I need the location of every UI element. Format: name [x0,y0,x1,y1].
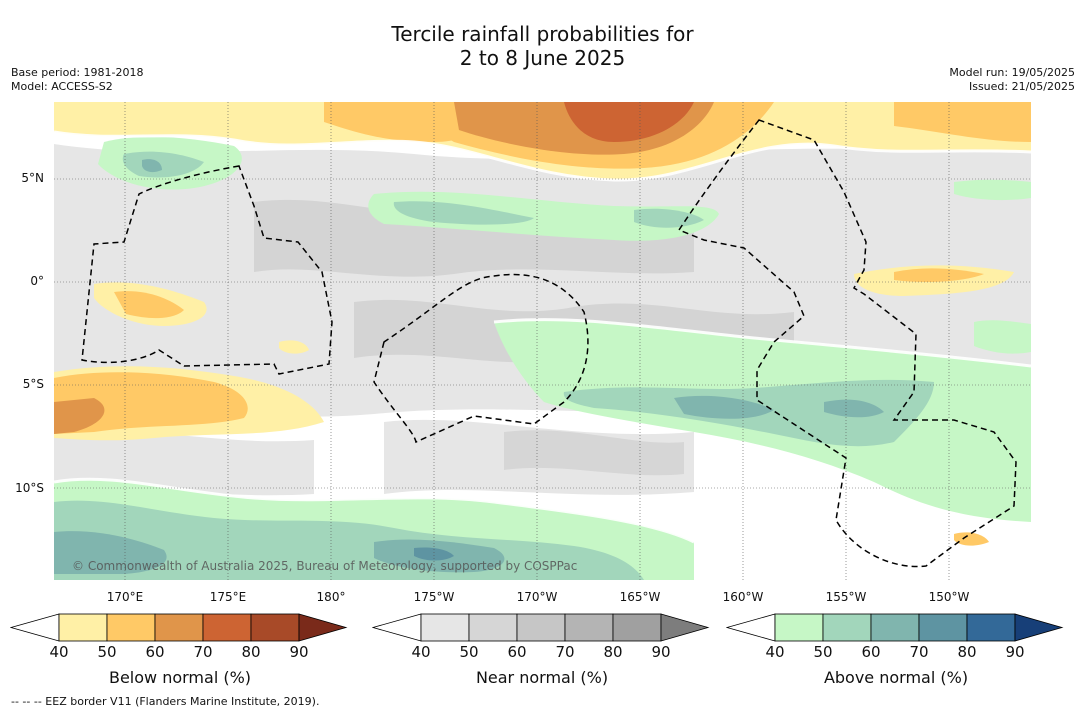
colorbar-swatch [202,613,252,642]
colorbar-swatch [564,613,614,642]
contour-edges [54,130,1031,544]
base-period: Base period: 1981-2018 [11,66,144,79]
lon-label-175e: 175°E [209,590,247,604]
cb1-tick-50: 50 [459,643,479,661]
colorbar-swatch [250,613,300,642]
lon-label-180: 180° [316,590,346,604]
cb0-tick-70: 70 [193,643,213,661]
map-title: Tercile rainfall probabilities for 2 to … [0,22,1085,70]
colorbar-under-triangle [725,613,776,642]
cb2-tick-40: 40 [765,643,785,661]
meta-left: Base period: 1981-2018 Model: ACCESS-S2 [11,66,143,94]
colorbar-swatch [966,613,1016,642]
cb0-tick-50: 50 [97,643,117,661]
meta-right: Model run: 19/05/2025 Issued: 21/05/2025 [949,66,1075,94]
lon-label-170e: 170°E [106,590,144,604]
lat-label-0: 0° [30,274,44,288]
cb0-tick-40: 40 [49,643,69,661]
lon-label-160w: 160°W [722,590,764,604]
cb0-tick-80: 80 [241,643,261,661]
colorbar-swatch [870,613,920,642]
colorbar-swatch [58,613,108,642]
cb1-tick-90: 90 [651,643,671,661]
colorbar-below-normal [9,612,350,644]
colorbar-swatch [420,613,470,642]
colorbar-swatch [154,613,204,642]
copyright-notice: © Commonwealth of Australia 2025, Bureau… [72,559,577,573]
model-run: Model run: 19/05/2025 [949,66,1075,79]
above-normal-title: Above normal (%) [823,668,969,687]
colorbar-below-swatches [9,613,348,642]
colorbar-swatch [106,613,156,642]
colorbar-swatch [822,613,872,642]
cb1-tick-70: 70 [555,643,575,661]
forecast-map: © Commonwealth of Australia 2025, Bureau… [54,102,1031,580]
cb1-tick-80: 80 [603,643,623,661]
lat-label-5n: 5°N [21,171,44,185]
issued-date: Issued: 21/05/2025 [968,80,1075,93]
colorbar-above-swatches [725,613,1064,642]
colorbar-over-triangle [660,613,710,642]
lon-label-150w: 150°W [928,590,970,604]
colorbar-near-swatches [371,613,710,642]
below-normal-title: Below normal (%) [108,668,252,687]
cb0-tick-60: 60 [145,643,165,661]
lon-label-175w: 175°W [413,590,455,604]
lon-label-155w: 155°W [825,590,867,604]
colorbar-swatch [774,613,824,642]
lat-label-10s: 10°S [15,481,44,495]
cb0-tick-90: 90 [289,643,309,661]
cb1-tick-40: 40 [411,643,431,661]
colorbar-near-normal [371,612,712,644]
graticule [54,102,1031,580]
cb1-tick-60: 60 [507,643,527,661]
below-normal-field [54,102,1031,546]
colorbar-over-triangle [298,613,348,642]
colorbar-swatch [468,613,518,642]
colorbar-under-triangle [371,613,422,642]
eez-legend-note: -- -- -- EEZ border V11 (Flanders Marine… [11,695,320,708]
colorbar-above-normal [725,612,1066,644]
above-normal-field [54,136,1031,580]
lon-label-165w: 165°W [619,590,661,604]
cb2-tick-60: 60 [861,643,881,661]
lat-label-5s: 5°S [22,377,44,391]
colorbar-under-triangle [9,613,60,642]
cb2-tick-50: 50 [813,643,833,661]
model-name: Model: ACCESS-S2 [11,80,113,93]
colorbar-swatch [612,613,662,642]
cb2-tick-80: 80 [957,643,977,661]
colorbar-swatch [918,613,968,642]
cb2-tick-90: 90 [1005,643,1025,661]
lon-label-170w: 170°W [516,590,558,604]
colorbar-over-triangle [1014,613,1064,642]
near-normal-title: Near normal (%) [475,668,609,687]
title-line-2: 2 to 8 June 2025 [459,46,626,70]
cb2-tick-70: 70 [909,643,929,661]
title-line-1: Tercile rainfall probabilities for [391,22,694,46]
eez-borders [81,119,1017,568]
colorbar-swatch [516,613,566,642]
